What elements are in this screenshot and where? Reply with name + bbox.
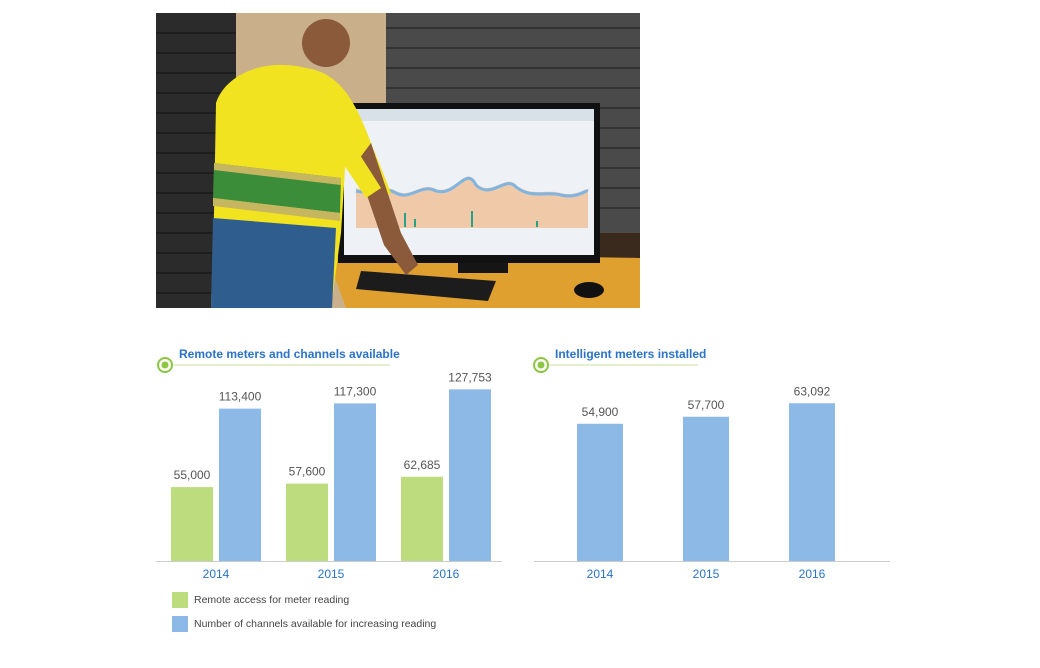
x-tick-label: 2015 — [318, 567, 345, 581]
bar-2014-1 — [577, 423, 623, 561]
data-label: 63,092 — [794, 384, 831, 398]
chart-intelligent-meters-plot: 54,900 2014 57,700 2015 63,092 2016 — [534, 384, 890, 581]
chart-intelligent-meters-header — [533, 357, 698, 373]
legend-item: Remote access for meter reading — [172, 592, 436, 608]
chart-legend: Remote access for meter reading Number o… — [172, 592, 436, 640]
title-marker-dot — [161, 361, 169, 369]
x-tick-label: 2015 — [693, 567, 720, 581]
data-label: 57,700 — [688, 398, 725, 412]
bar-2016-1 — [401, 476, 443, 561]
legend-swatch-blue — [172, 616, 188, 632]
x-tick-label: 2016 — [433, 567, 460, 581]
legend-swatch-green — [172, 592, 188, 608]
chart-title: Remote meters and channels available — [179, 347, 400, 361]
legend-item: Number of channels available for increas… — [172, 616, 436, 632]
title-marker-dot — [537, 361, 545, 369]
bar-2016-1 — [789, 403, 835, 561]
bar-2015-1 — [286, 483, 328, 561]
x-tick-label: 2016 — [799, 567, 826, 581]
bar-2016-2 — [449, 389, 491, 561]
bar-2015-2 — [334, 403, 376, 561]
legend-label: Remote access for meter reading — [194, 594, 350, 606]
data-label: 57,600 — [289, 465, 326, 479]
data-label: 62,685 — [404, 458, 441, 472]
data-label: 117,300 — [334, 384, 377, 398]
data-label: 55,000 — [174, 468, 211, 482]
chart-remote-meters-header — [157, 357, 390, 373]
data-label: 127,753 — [448, 372, 492, 384]
bar-2015-1 — [683, 416, 729, 561]
x-tick-label: 2014 — [587, 567, 614, 581]
bar-2014-2 — [219, 408, 261, 561]
chart-title: Intelligent meters installed — [555, 347, 707, 361]
bar-2014-1 — [171, 487, 213, 561]
photo-worker-at-monitor — [156, 13, 640, 308]
data-label: 54,900 — [582, 405, 619, 419]
chart-remote-meters-plot: 55,000 113,400 2014 57,600 117,300 2015 62,685… — [156, 372, 502, 581]
legend-label: Number of channels available for increas… — [194, 618, 437, 630]
data-label: 113,400 — [219, 390, 262, 404]
photo-illustration — [156, 13, 640, 308]
x-tick-label: 2014 — [203, 567, 230, 581]
